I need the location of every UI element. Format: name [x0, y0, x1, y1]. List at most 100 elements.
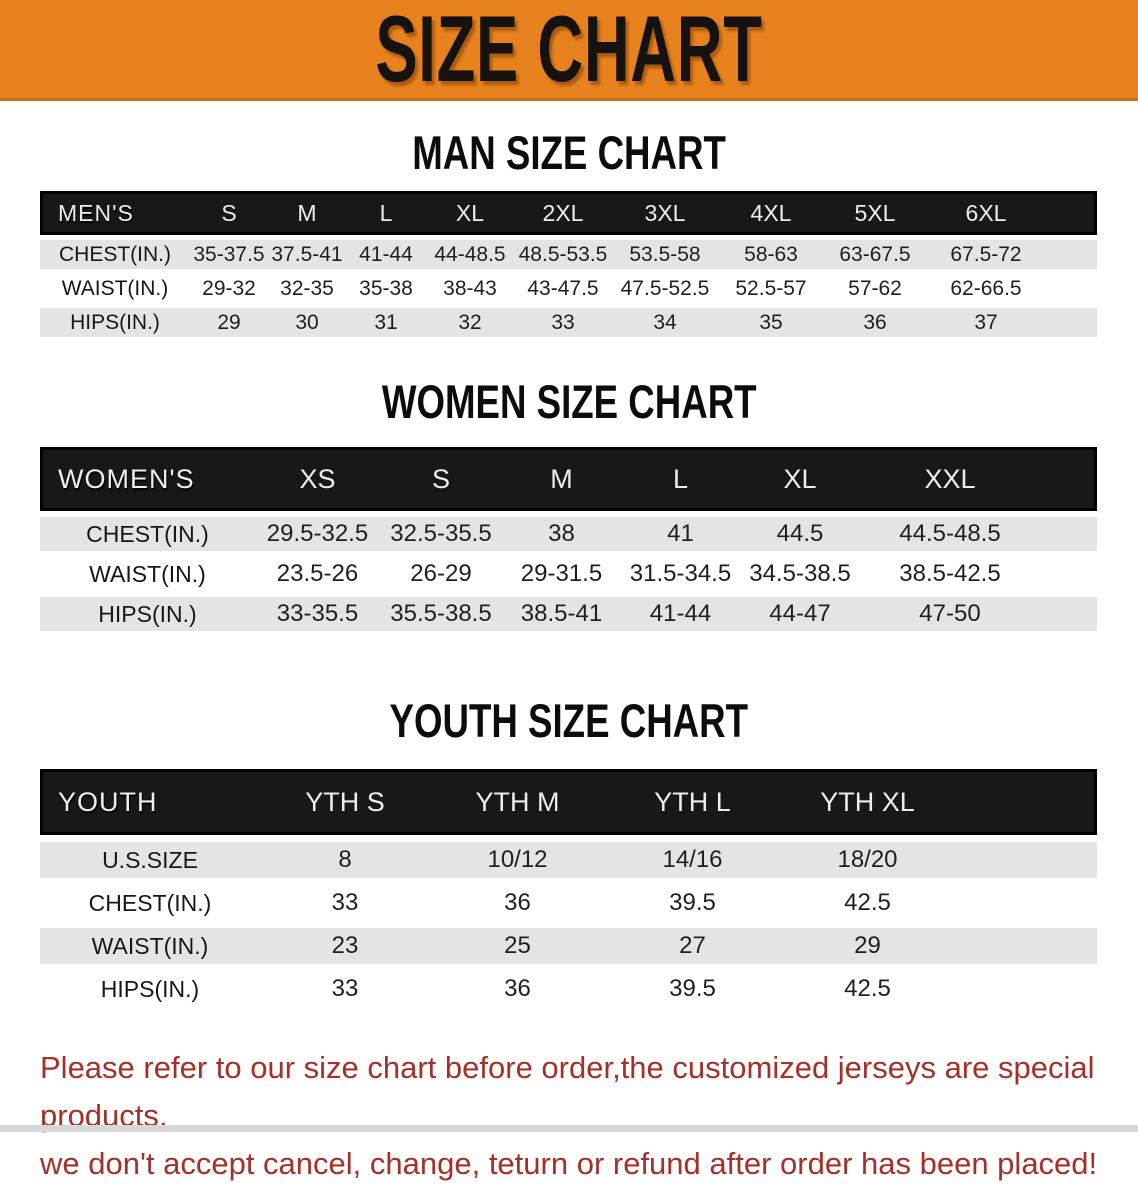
size-column-header: XL: [740, 447, 860, 511]
corner-label: YOUTH: [40, 769, 260, 835]
size-column-header: XXL: [860, 447, 1040, 511]
women-size-table-wrap: WOMEN'S XS S M L XL XXL CHEST(IN.) 29.5-32.5 32.5…: [40, 441, 1098, 637]
size-value: 67.5-72: [926, 240, 1046, 269]
corner-label: WOMEN'S: [40, 447, 255, 511]
size-table-men: MEN'S S M L XL 2XL 3XL 4XL 5XL 6XL CHEST(IN.) 35-37…: [40, 186, 1097, 342]
size-column-header: M: [502, 447, 621, 511]
spacer-cell: [1040, 597, 1097, 631]
corner-label: MEN'S: [40, 191, 190, 235]
size-value: 38.5-41: [502, 597, 621, 631]
size-value: 33-35.5: [255, 597, 380, 631]
disclaimer-text: Please refer to our size chart before or…: [40, 1044, 1118, 1188]
size-value: 53.5-58: [612, 240, 718, 269]
size-value: 42.5: [780, 971, 955, 1007]
row-label: CHEST(IN.): [40, 885, 260, 921]
size-value: 37: [926, 308, 1046, 337]
size-value: 41-44: [621, 597, 740, 631]
size-value: 34: [612, 308, 718, 337]
banner-title: SIZE CHART: [375, 0, 763, 101]
spacer-cell: [955, 842, 1097, 878]
size-value: 33: [260, 885, 430, 921]
spacer-cell: [955, 971, 1097, 1007]
youth-section-title: YOUTH SIZE CHART: [0, 693, 1138, 748]
size-value: 35: [718, 308, 824, 337]
spacer-cell: [1040, 557, 1097, 591]
women-size-section: WOMEN SIZE CHART WOMEN'S XS S M L XL XXL CHEST(…: [0, 374, 1138, 637]
spacer-cell: [1046, 274, 1097, 303]
size-value: 27: [605, 928, 780, 964]
size-value: 37.5-41: [268, 240, 346, 269]
disclaimer-line-1: Please refer to our size chart before or…: [40, 1050, 1095, 1134]
size-column-header: 2XL: [514, 191, 612, 235]
size-value: 34.5-38.5: [740, 557, 860, 591]
size-value: 44-47: [740, 597, 860, 631]
table-row: HIPS(IN.) 29 30 31 32 33 34 35 36 37: [40, 308, 1097, 337]
row-label: WAIST(IN.): [40, 557, 255, 591]
row-label: HIPS(IN.): [40, 597, 255, 631]
size-value: 52.5-57: [718, 274, 824, 303]
size-column-header: YTH S: [260, 769, 430, 835]
size-value: 47.5-52.5: [612, 274, 718, 303]
size-value: 29-31.5: [502, 557, 621, 591]
size-value: 38: [502, 517, 621, 551]
size-value: 63-67.5: [824, 240, 926, 269]
size-value: 26-29: [380, 557, 502, 591]
row-label: WAIST(IN.): [40, 274, 190, 303]
size-table-youth: YOUTH YTH S YTH M YTH L YTH XL U.S.SIZE 8 10/12…: [40, 762, 1097, 1014]
size-value: 30: [268, 308, 346, 337]
size-value: 29-32: [190, 274, 268, 303]
size-column-header: 5XL: [824, 191, 926, 235]
size-value: 47-50: [860, 597, 1040, 631]
size-value: 48.5-53.5: [514, 240, 612, 269]
size-value: 36: [430, 885, 605, 921]
spacer-cell: [1040, 517, 1097, 551]
size-value: 8: [260, 842, 430, 878]
size-column-header: YTH L: [605, 769, 780, 835]
size-value: 42.5: [780, 885, 955, 921]
size-value: 23.5-26: [255, 557, 380, 591]
size-column-header: YTH XL: [780, 769, 955, 835]
size-value: 10/12: [430, 842, 605, 878]
size-value: 44.5: [740, 517, 860, 551]
spacer-cell: [1040, 447, 1097, 511]
size-value: 39.5: [605, 971, 780, 1007]
size-value: 36: [824, 308, 926, 337]
size-value: 41: [621, 517, 740, 551]
disclaimer-line-2: we don't accept cancel, change, teturn o…: [40, 1146, 1098, 1182]
size-column-header: 6XL: [926, 191, 1046, 235]
size-column-header: XL: [426, 191, 514, 235]
size-value: 25: [430, 928, 605, 964]
table-row: CHEST(IN.) 29.5-32.5 32.5-35.5 38 41 44.5 44.5…: [40, 517, 1097, 551]
size-value: 14/16: [605, 842, 780, 878]
size-column-header: 4XL: [718, 191, 824, 235]
size-column-header: YTH M: [430, 769, 605, 835]
size-value: 39.5: [605, 885, 780, 921]
size-column-header: M: [268, 191, 346, 235]
row-label: U.S.SIZE: [40, 842, 260, 878]
size-value: 32-35: [268, 274, 346, 303]
spacer-cell: [1046, 191, 1097, 235]
size-value: 43-47.5: [514, 274, 612, 303]
size-column-header: L: [346, 191, 426, 235]
row-label: HIPS(IN.): [40, 308, 190, 337]
spacer-cell: [1046, 240, 1097, 269]
table-row: CHEST(IN.) 33 36 39.5 42.5: [40, 885, 1097, 921]
size-chart-banner: SIZE CHART: [0, 0, 1138, 101]
man-section-title: MAN SIZE CHART: [0, 125, 1138, 180]
size-value: 33: [514, 308, 612, 337]
table-row: HIPS(IN.) 33-35.5 35.5-38.5 38.5-41 41-44 44-…: [40, 597, 1097, 631]
size-value: 41-44: [346, 240, 426, 269]
size-value: 33: [260, 971, 430, 1007]
size-value: 36: [430, 971, 605, 1007]
size-column-header: 3XL: [612, 191, 718, 235]
man-size-section: MAN SIZE CHART MEN'S S M L XL 2XL 3XL 4XL 5XL 6XL…: [0, 125, 1138, 342]
size-column-header: S: [190, 191, 268, 235]
table-row: CHEST(IN.) 35-37.5 37.5-41 41-44 44-48.5 48.5…: [40, 240, 1097, 269]
table-row: WAIST(IN.) 29-32 32-35 35-38 38-43 43-47.5 47.…: [40, 274, 1097, 303]
youth-size-table-wrap: YOUTH YTH S YTH M YTH L YTH XL U.S.SIZE 8 10/12…: [40, 762, 1098, 1014]
size-value: 44.5-48.5: [860, 517, 1040, 551]
size-value: 29.5-32.5: [255, 517, 380, 551]
table-row: U.S.SIZE 8 10/12 14/16 18/20: [40, 842, 1097, 878]
youth-section-title-text: YOUTH SIZE CHART: [389, 694, 749, 747]
size-value: 18/20: [780, 842, 955, 878]
